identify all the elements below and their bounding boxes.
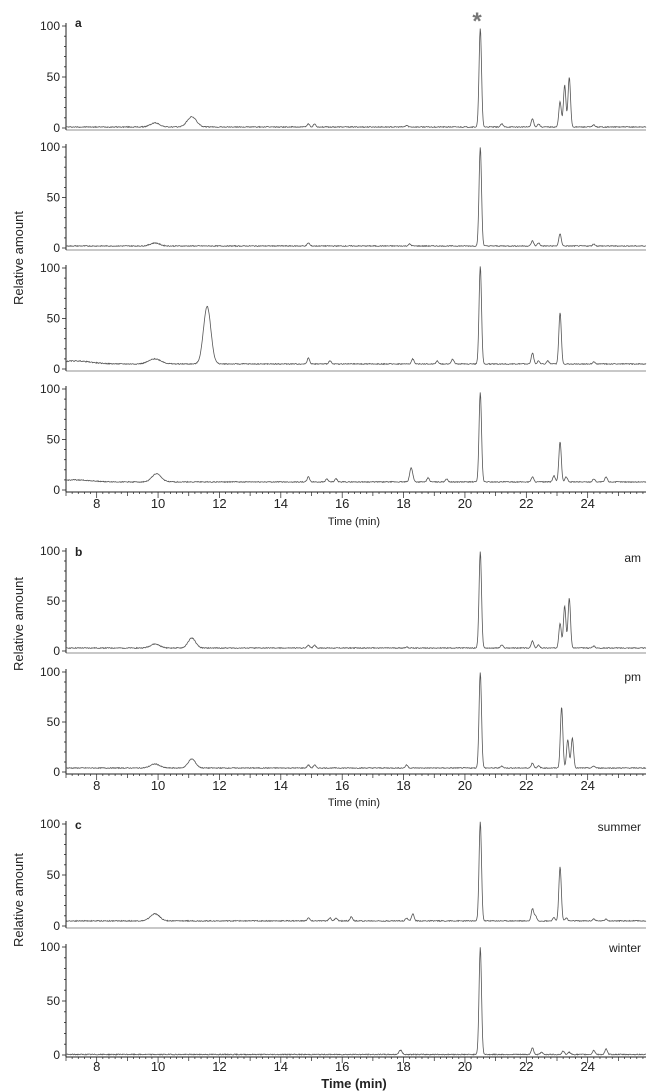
x-tick-label-b-10: 10 — [151, 778, 165, 793]
y-tick-label-c-1-100: 100 — [40, 817, 60, 831]
x-tick-label-a-20: 20 — [458, 496, 472, 511]
y-tick-label-c-1-0: 0 — [53, 919, 60, 933]
x-tick-label-a-16: 16 — [335, 496, 349, 511]
x-tick-label-c-24: 24 — [580, 1059, 594, 1074]
y-tick-label-a-1-0: 0 — [53, 121, 60, 135]
y-tick-label-a-1-50: 50 — [47, 70, 61, 84]
x-axis-label-c: Time (min) — [321, 1076, 387, 1091]
y-tick-label-a-2-50: 50 — [47, 191, 61, 205]
y-axis-label-a: Relative amount — [11, 211, 26, 305]
condition-label-summer: summer — [598, 820, 641, 834]
x-axis-label-b: Time (min) — [328, 797, 380, 809]
x-tick-label-b-22: 22 — [519, 778, 533, 793]
x-tick-label-a-8: 8 — [93, 496, 100, 511]
x-tick-label-b-18: 18 — [396, 778, 410, 793]
y-tick-label-b-1-100: 100 — [40, 544, 60, 558]
trace-a-4 — [65, 392, 647, 484]
y-tick-label-a-4-100: 100 — [40, 382, 60, 396]
trace-a-1 — [65, 28, 647, 129]
x-tick-label-b-16: 16 — [335, 778, 349, 793]
x-tick-label-b-8: 8 — [93, 778, 100, 793]
x-tick-label-c-14: 14 — [274, 1059, 288, 1074]
y-axis-label-c: Relative amount — [11, 853, 26, 947]
trace-a-3 — [65, 266, 647, 366]
y-tick-label-a-4-0: 0 — [53, 483, 60, 497]
x-tick-label-c-12: 12 — [212, 1059, 226, 1074]
x-tick-label-b-14: 14 — [274, 778, 288, 793]
x-tick-label-b-24: 24 — [580, 778, 594, 793]
y-tick-label-a-3-100: 100 — [40, 261, 60, 275]
trace-b-am — [65, 551, 647, 650]
main-peak-asterisk: * — [472, 8, 482, 35]
y-tick-label-c-1-50: 50 — [47, 868, 61, 882]
x-tick-label-c-16: 16 — [335, 1059, 349, 1074]
y-tick-label-a-4-50: 50 — [47, 433, 61, 447]
panel-a: 0 50 100 0 50 100 0 50 100 0 50 100 8 10 12 14 16 18 20 22 2… — [40, 19, 647, 511]
y-axis-label-b: Relative amount — [11, 577, 26, 671]
trace-b-pm — [65, 672, 647, 770]
x-tick-label-c-22: 22 — [519, 1059, 533, 1074]
trace-c-winter — [65, 947, 647, 1056]
panel-letter-a: a — [75, 16, 82, 30]
x-tick-label-b-12: 12 — [212, 778, 226, 793]
x-tick-label-a-22: 22 — [519, 496, 533, 511]
condition-label-am: am — [624, 551, 641, 565]
x-tick-label-c-10: 10 — [151, 1059, 165, 1074]
x-tick-label-a-18: 18 — [396, 496, 410, 511]
panel-c: 0 50 100 0 50 100 8 10 12 14 16 18 20 22 24 — [40, 817, 647, 1074]
x-tick-label-c-18: 18 — [396, 1059, 410, 1074]
x-tick-label-a-14: 14 — [274, 496, 288, 511]
y-tick-label-c-2-100: 100 — [40, 940, 60, 954]
x-tick-label-a-24: 24 — [580, 496, 594, 511]
y-tick-label-b-1-0: 0 — [53, 644, 60, 658]
y-tick-label-a-2-100: 100 — [40, 140, 60, 154]
x-tick-label-c-20: 20 — [458, 1059, 472, 1074]
condition-label-pm: pm — [624, 670, 641, 684]
y-tick-label-b-2-100: 100 — [40, 665, 60, 679]
y-tick-label-a-1-100: 100 — [40, 19, 60, 33]
y-tick-label-b-2-50: 50 — [47, 715, 61, 729]
y-tick-label-a-3-50: 50 — [47, 312, 61, 326]
panel-letter-c: c — [75, 818, 82, 832]
panel-b: 0 50 100 0 50 100 8 10 12 14 16 18 20 22 24 — [40, 544, 647, 793]
trace-a-2 — [65, 147, 647, 248]
trace-c-summer — [65, 821, 647, 923]
y-tick-label-a-2-0: 0 — [53, 241, 60, 255]
y-tick-label-c-2-0: 0 — [53, 1048, 60, 1062]
y-tick-label-b-2-0: 0 — [53, 765, 60, 779]
x-axis-label-a: Time (min) — [328, 516, 380, 528]
x-tick-label-c-8: 8 — [93, 1059, 100, 1074]
y-tick-label-c-2-50: 50 — [47, 994, 61, 1008]
x-tick-label-a-12: 12 — [212, 496, 226, 511]
y-tick-label-a-3-0: 0 — [53, 362, 60, 376]
condition-label-winter: winter — [608, 941, 641, 955]
x-tick-label-b-20: 20 — [458, 778, 472, 793]
x-tick-label-a-10: 10 — [151, 496, 165, 511]
y-tick-label-b-1-50: 50 — [47, 594, 61, 608]
panel-letter-b: b — [75, 545, 82, 559]
